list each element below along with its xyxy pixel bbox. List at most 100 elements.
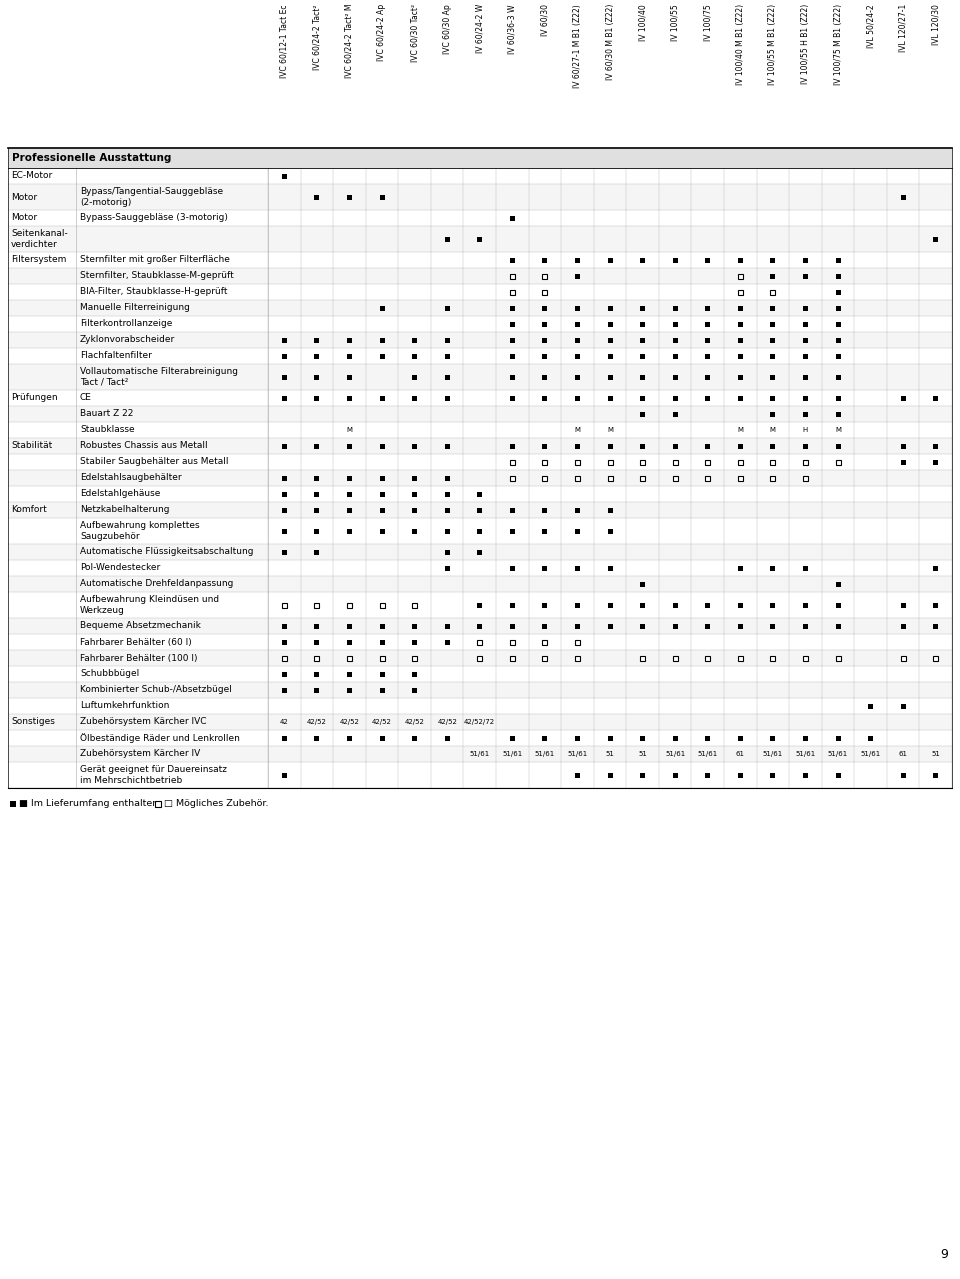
Text: Bequeme Absetzmechanik: Bequeme Absetzmechanik — [80, 622, 201, 631]
Text: M: M — [347, 427, 352, 434]
Bar — [347, 444, 352, 449]
Bar — [412, 508, 417, 513]
Bar — [8, 730, 952, 746]
Bar — [575, 773, 580, 778]
Text: Ölbeständige Räder und Lenkrollen: Ölbeständige Räder und Lenkrollen — [80, 733, 240, 743]
Bar — [412, 688, 417, 692]
Bar — [379, 353, 385, 358]
Bar — [8, 486, 952, 501]
Bar — [379, 508, 385, 513]
Bar — [608, 444, 612, 449]
Bar — [835, 353, 841, 358]
Bar — [738, 257, 743, 262]
Bar — [738, 565, 743, 570]
Text: Stabiler Saugbehälter aus Metall: Stabiler Saugbehälter aus Metall — [80, 458, 228, 467]
Bar — [542, 459, 547, 464]
Bar — [803, 444, 808, 449]
Bar — [314, 194, 320, 200]
Bar — [803, 602, 808, 608]
Text: Komfort: Komfort — [11, 505, 47, 514]
Bar — [412, 375, 417, 380]
Bar — [900, 623, 905, 628]
Bar — [542, 656, 547, 660]
Bar — [477, 508, 482, 513]
Bar — [412, 353, 417, 358]
Bar — [770, 476, 776, 481]
Bar — [282, 550, 287, 555]
Bar — [8, 650, 952, 666]
Bar — [282, 338, 287, 343]
Bar — [8, 210, 952, 226]
Bar — [8, 148, 952, 168]
Bar — [835, 289, 841, 294]
Bar — [8, 333, 952, 348]
Bar — [933, 237, 938, 242]
Bar — [738, 274, 743, 279]
Bar — [282, 671, 287, 677]
Text: IV 100/40 M B1 (Z22): IV 100/40 M B1 (Z22) — [735, 4, 745, 86]
Bar — [8, 348, 952, 365]
Bar — [706, 602, 710, 608]
Bar — [412, 656, 417, 660]
Bar — [412, 491, 417, 496]
Bar — [706, 735, 710, 741]
Bar — [738, 602, 743, 608]
Bar — [347, 656, 352, 660]
Bar — [803, 375, 808, 380]
Bar — [640, 459, 645, 464]
Bar — [347, 491, 352, 496]
Bar — [314, 656, 320, 660]
Bar — [510, 640, 515, 645]
Bar — [8, 746, 952, 762]
Text: IV 60/36-3 W: IV 60/36-3 W — [508, 4, 516, 54]
Bar — [900, 459, 905, 464]
Text: 51/61: 51/61 — [698, 751, 718, 757]
Bar — [314, 353, 320, 358]
Bar — [900, 656, 905, 660]
Text: Staubklasse: Staubklasse — [80, 426, 134, 435]
Bar — [477, 623, 482, 628]
Bar — [510, 735, 515, 741]
Bar — [673, 257, 678, 262]
Bar — [542, 528, 547, 533]
Bar — [510, 528, 515, 533]
Bar — [770, 321, 776, 326]
Bar — [444, 491, 449, 496]
Bar — [477, 550, 482, 555]
Bar — [868, 703, 873, 709]
Bar — [900, 773, 905, 778]
Bar — [738, 353, 743, 358]
Bar — [542, 257, 547, 262]
Bar — [835, 582, 841, 587]
Bar — [282, 508, 287, 513]
Bar — [444, 508, 449, 513]
Bar — [835, 395, 841, 400]
Bar — [575, 395, 580, 400]
Bar — [738, 321, 743, 326]
Bar — [900, 395, 905, 400]
Bar — [8, 762, 952, 788]
Bar — [542, 395, 547, 400]
Bar — [8, 544, 952, 560]
Bar — [510, 353, 515, 358]
Bar — [575, 528, 580, 533]
Bar — [933, 623, 938, 628]
Bar — [673, 306, 678, 311]
Bar — [510, 565, 515, 570]
Text: 42/52/72: 42/52/72 — [464, 719, 495, 725]
Text: Professionelle Ausstattung: Professionelle Ausstattung — [12, 153, 172, 162]
Bar — [8, 405, 952, 422]
Bar — [542, 353, 547, 358]
Text: BIA-Filter, Staubklasse-H-geprüft: BIA-Filter, Staubklasse-H-geprüft — [80, 288, 228, 297]
Bar — [314, 602, 320, 608]
Bar — [673, 656, 678, 660]
Bar — [575, 444, 580, 449]
Bar — [640, 582, 645, 587]
Bar — [379, 640, 385, 645]
Text: 51/61: 51/61 — [763, 751, 783, 757]
Bar — [575, 257, 580, 262]
Bar — [640, 412, 645, 417]
Text: Bypass/Tangential-Sauggebläse
(2-motorig): Bypass/Tangential-Sauggebläse (2-motorig… — [80, 187, 223, 207]
Bar — [803, 412, 808, 417]
Bar — [770, 773, 776, 778]
